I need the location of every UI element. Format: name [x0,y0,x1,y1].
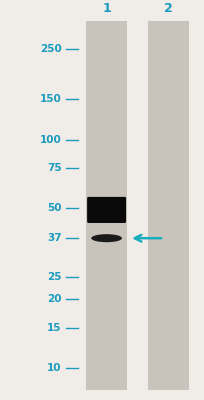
Text: 75: 75 [47,163,61,173]
Text: 250: 250 [40,44,61,54]
Text: 25: 25 [47,272,61,282]
Text: 50: 50 [47,203,61,213]
Text: 150: 150 [40,94,61,104]
Text: 37: 37 [47,233,61,243]
Text: 10: 10 [47,363,61,373]
Ellipse shape [91,234,121,242]
Text: 15: 15 [47,323,61,333]
Text: 2: 2 [163,2,172,15]
Text: 1: 1 [102,2,110,15]
Text: 20: 20 [47,294,61,304]
FancyBboxPatch shape [86,21,126,390]
Text: 100: 100 [40,134,61,144]
FancyBboxPatch shape [147,21,188,390]
FancyBboxPatch shape [87,197,125,223]
